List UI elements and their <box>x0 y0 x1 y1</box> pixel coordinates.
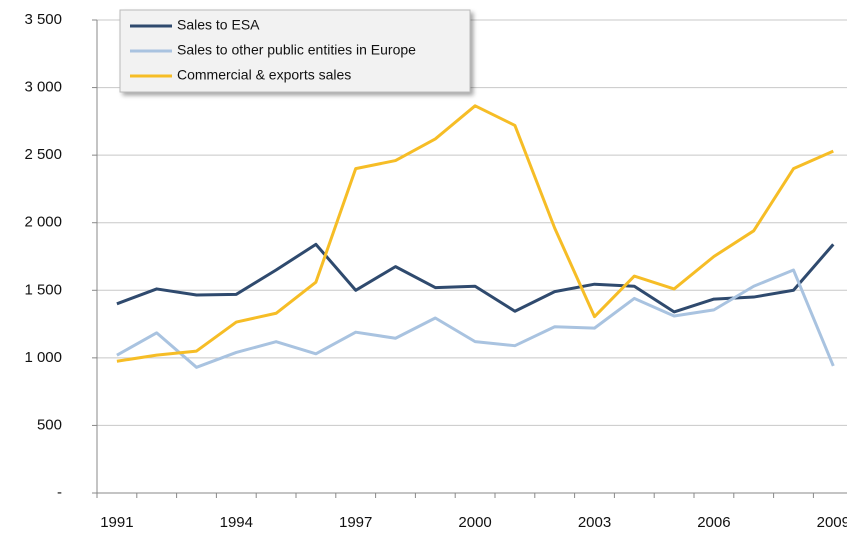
legend-label: Sales to ESA <box>177 17 260 33</box>
y-tick-label: 500 <box>37 416 62 433</box>
y-tick-label: 2 500 <box>24 146 62 163</box>
x-tick-label: 2000 <box>458 514 491 531</box>
legend: Sales to ESA Sales to other public entiti… <box>119 9 471 93</box>
y-tick-label: 2 000 <box>24 214 62 231</box>
x-tick-label: 2003 <box>578 514 611 531</box>
y-tick-label: 3 500 <box>24 11 62 28</box>
legend-box <box>119 9 471 93</box>
legend-label: Commercial & exports sales <box>177 67 351 83</box>
series-line <box>116 104 834 363</box>
series-line <box>116 242 835 314</box>
legend-label: Sales to other public entities in Europe <box>177 42 416 58</box>
x-tick-label: 1994 <box>220 514 253 531</box>
x-tick-label: 2009 <box>817 514 847 531</box>
y-tick-label: - <box>57 484 62 501</box>
series-line <box>116 268 835 369</box>
x-tick-label: 1991 <box>100 514 133 531</box>
lines <box>116 104 835 369</box>
x-tick-label: 2006 <box>697 514 730 531</box>
y-tick-label: 1 500 <box>24 281 62 298</box>
x-tick-label: 1997 <box>339 514 372 531</box>
y-tick-label: 1 000 <box>24 349 62 366</box>
y-tick-label: 3 000 <box>24 79 62 96</box>
